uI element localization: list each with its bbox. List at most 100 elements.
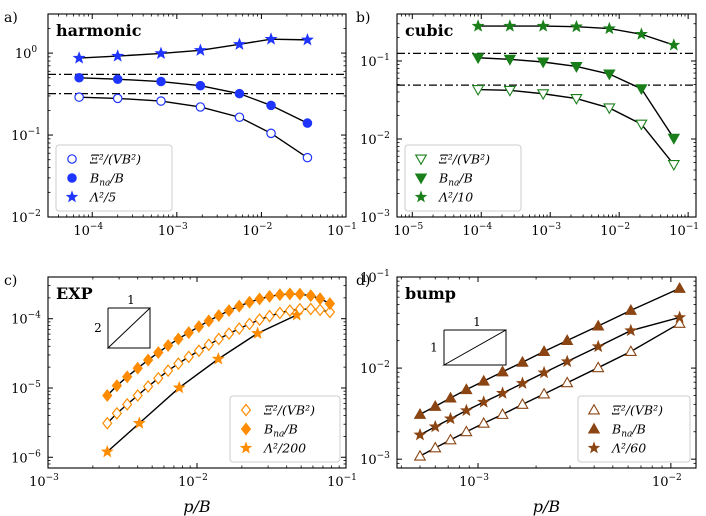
axes-frame <box>396 276 697 469</box>
data-point <box>156 76 166 87</box>
data-point <box>471 85 485 96</box>
data-point <box>667 160 681 171</box>
data-point <box>503 19 517 32</box>
data-point <box>232 37 246 50</box>
data-point <box>673 281 686 293</box>
slope-triangle <box>442 329 507 366</box>
slope-rise-label: 1 <box>430 341 438 355</box>
data-point <box>634 27 648 40</box>
panel-a: a) 10−4 10−3 10−2 10−1 10−2 10−1 100 harmonic Ξ²/… <box>4 10 357 239</box>
data-point <box>305 302 316 316</box>
data-point <box>444 411 458 425</box>
panel-title: harmonic <box>56 21 142 40</box>
y-tick-label: 10−6 <box>11 449 41 466</box>
x-tick-label: 10−3 <box>29 473 59 490</box>
data-point <box>213 309 224 323</box>
panel-c: c) 10−3 10−2 10−1 10−6 10−5 10−4 1 2 EXP p/B Ξ²/(VB… <box>4 273 357 516</box>
data-point <box>570 94 583 105</box>
data-point <box>142 380 154 393</box>
data-point <box>516 397 529 409</box>
data-point <box>302 152 313 163</box>
y-tick-label: 10−2 <box>360 360 390 377</box>
data-point <box>142 353 154 367</box>
data-point <box>471 19 485 32</box>
x-tick-label: 10−1 <box>327 473 357 490</box>
legend-label: Λ²/200 <box>263 441 306 456</box>
data-point <box>251 326 265 339</box>
data-point <box>536 19 550 32</box>
data-point <box>111 49 125 62</box>
data-point <box>305 289 316 303</box>
data-point <box>154 46 168 59</box>
plot-area <box>100 287 336 458</box>
data-point <box>195 102 206 112</box>
data-point <box>234 299 245 313</box>
legend-marker <box>587 422 601 434</box>
data-point <box>537 387 551 399</box>
plot-area <box>471 19 681 171</box>
data-point <box>294 287 306 301</box>
panel-label: a) <box>4 10 18 26</box>
legend-marker <box>65 190 79 203</box>
data-point <box>536 89 550 101</box>
data-point <box>536 57 550 69</box>
plot-area <box>72 32 314 163</box>
data-point <box>570 61 583 73</box>
legend-label: Λ²/60 <box>611 441 646 456</box>
legend-label: Bna/B <box>89 171 124 189</box>
data-point <box>624 345 638 357</box>
data-point <box>132 389 143 402</box>
data-point <box>603 69 616 81</box>
data-point <box>112 74 123 85</box>
legend-label: Ξ²/(VB²) <box>438 152 490 167</box>
data-point <box>111 406 123 420</box>
x-tick-label: 10−2 <box>178 473 208 490</box>
data-point <box>274 306 286 320</box>
x-axis-label: p/B <box>533 497 561 516</box>
legend-label: Bna/B <box>263 422 298 440</box>
data-point <box>603 103 616 115</box>
data-point <box>673 316 686 328</box>
data-point <box>560 376 574 388</box>
data-point <box>324 297 336 311</box>
data-point <box>100 444 114 458</box>
data-point <box>496 386 510 399</box>
legend: Ξ²/(VB²) Bna/BΛ²/60 <box>577 395 691 463</box>
data-point <box>560 334 574 345</box>
y-tick-label: 10−1 <box>11 127 41 144</box>
data-point <box>234 88 245 99</box>
slope-run-label: 1 <box>473 315 481 329</box>
x-axis-label: p/B <box>183 497 211 516</box>
legend-marker <box>240 403 252 417</box>
x-tick-label: 10−3 <box>158 222 188 239</box>
legend-label: Bna/B <box>611 422 646 440</box>
slope-rise-label: 2 <box>94 321 102 335</box>
plot-area <box>413 281 687 461</box>
data-point <box>516 355 529 367</box>
data-point <box>477 416 490 428</box>
data-point <box>266 100 276 111</box>
data-point <box>172 380 186 394</box>
data-point <box>560 354 574 368</box>
legend: Ξ²/(VB²) Bna/BΛ²/200 <box>229 395 341 463</box>
data-point <box>428 419 442 433</box>
data-point <box>183 326 194 340</box>
y-tick-label: 10−5 <box>11 380 41 397</box>
data-point <box>413 408 427 419</box>
data-point <box>460 383 473 395</box>
slope-run-label: 1 <box>127 293 135 307</box>
data-point <box>444 391 457 403</box>
legend-marker <box>239 441 253 454</box>
legend-marker <box>587 441 601 454</box>
panel-title: EXP <box>56 284 93 303</box>
data-point <box>193 344 205 358</box>
legend: Ξ²/(VB²) Bna/BΛ²/10 <box>404 144 522 212</box>
data-point <box>234 322 245 336</box>
data-point <box>496 365 509 377</box>
data-point <box>72 51 86 64</box>
data-point <box>153 371 164 385</box>
data-point <box>102 389 113 402</box>
x-tick-label: 10−4 <box>73 222 103 239</box>
legend-marker <box>414 154 428 166</box>
